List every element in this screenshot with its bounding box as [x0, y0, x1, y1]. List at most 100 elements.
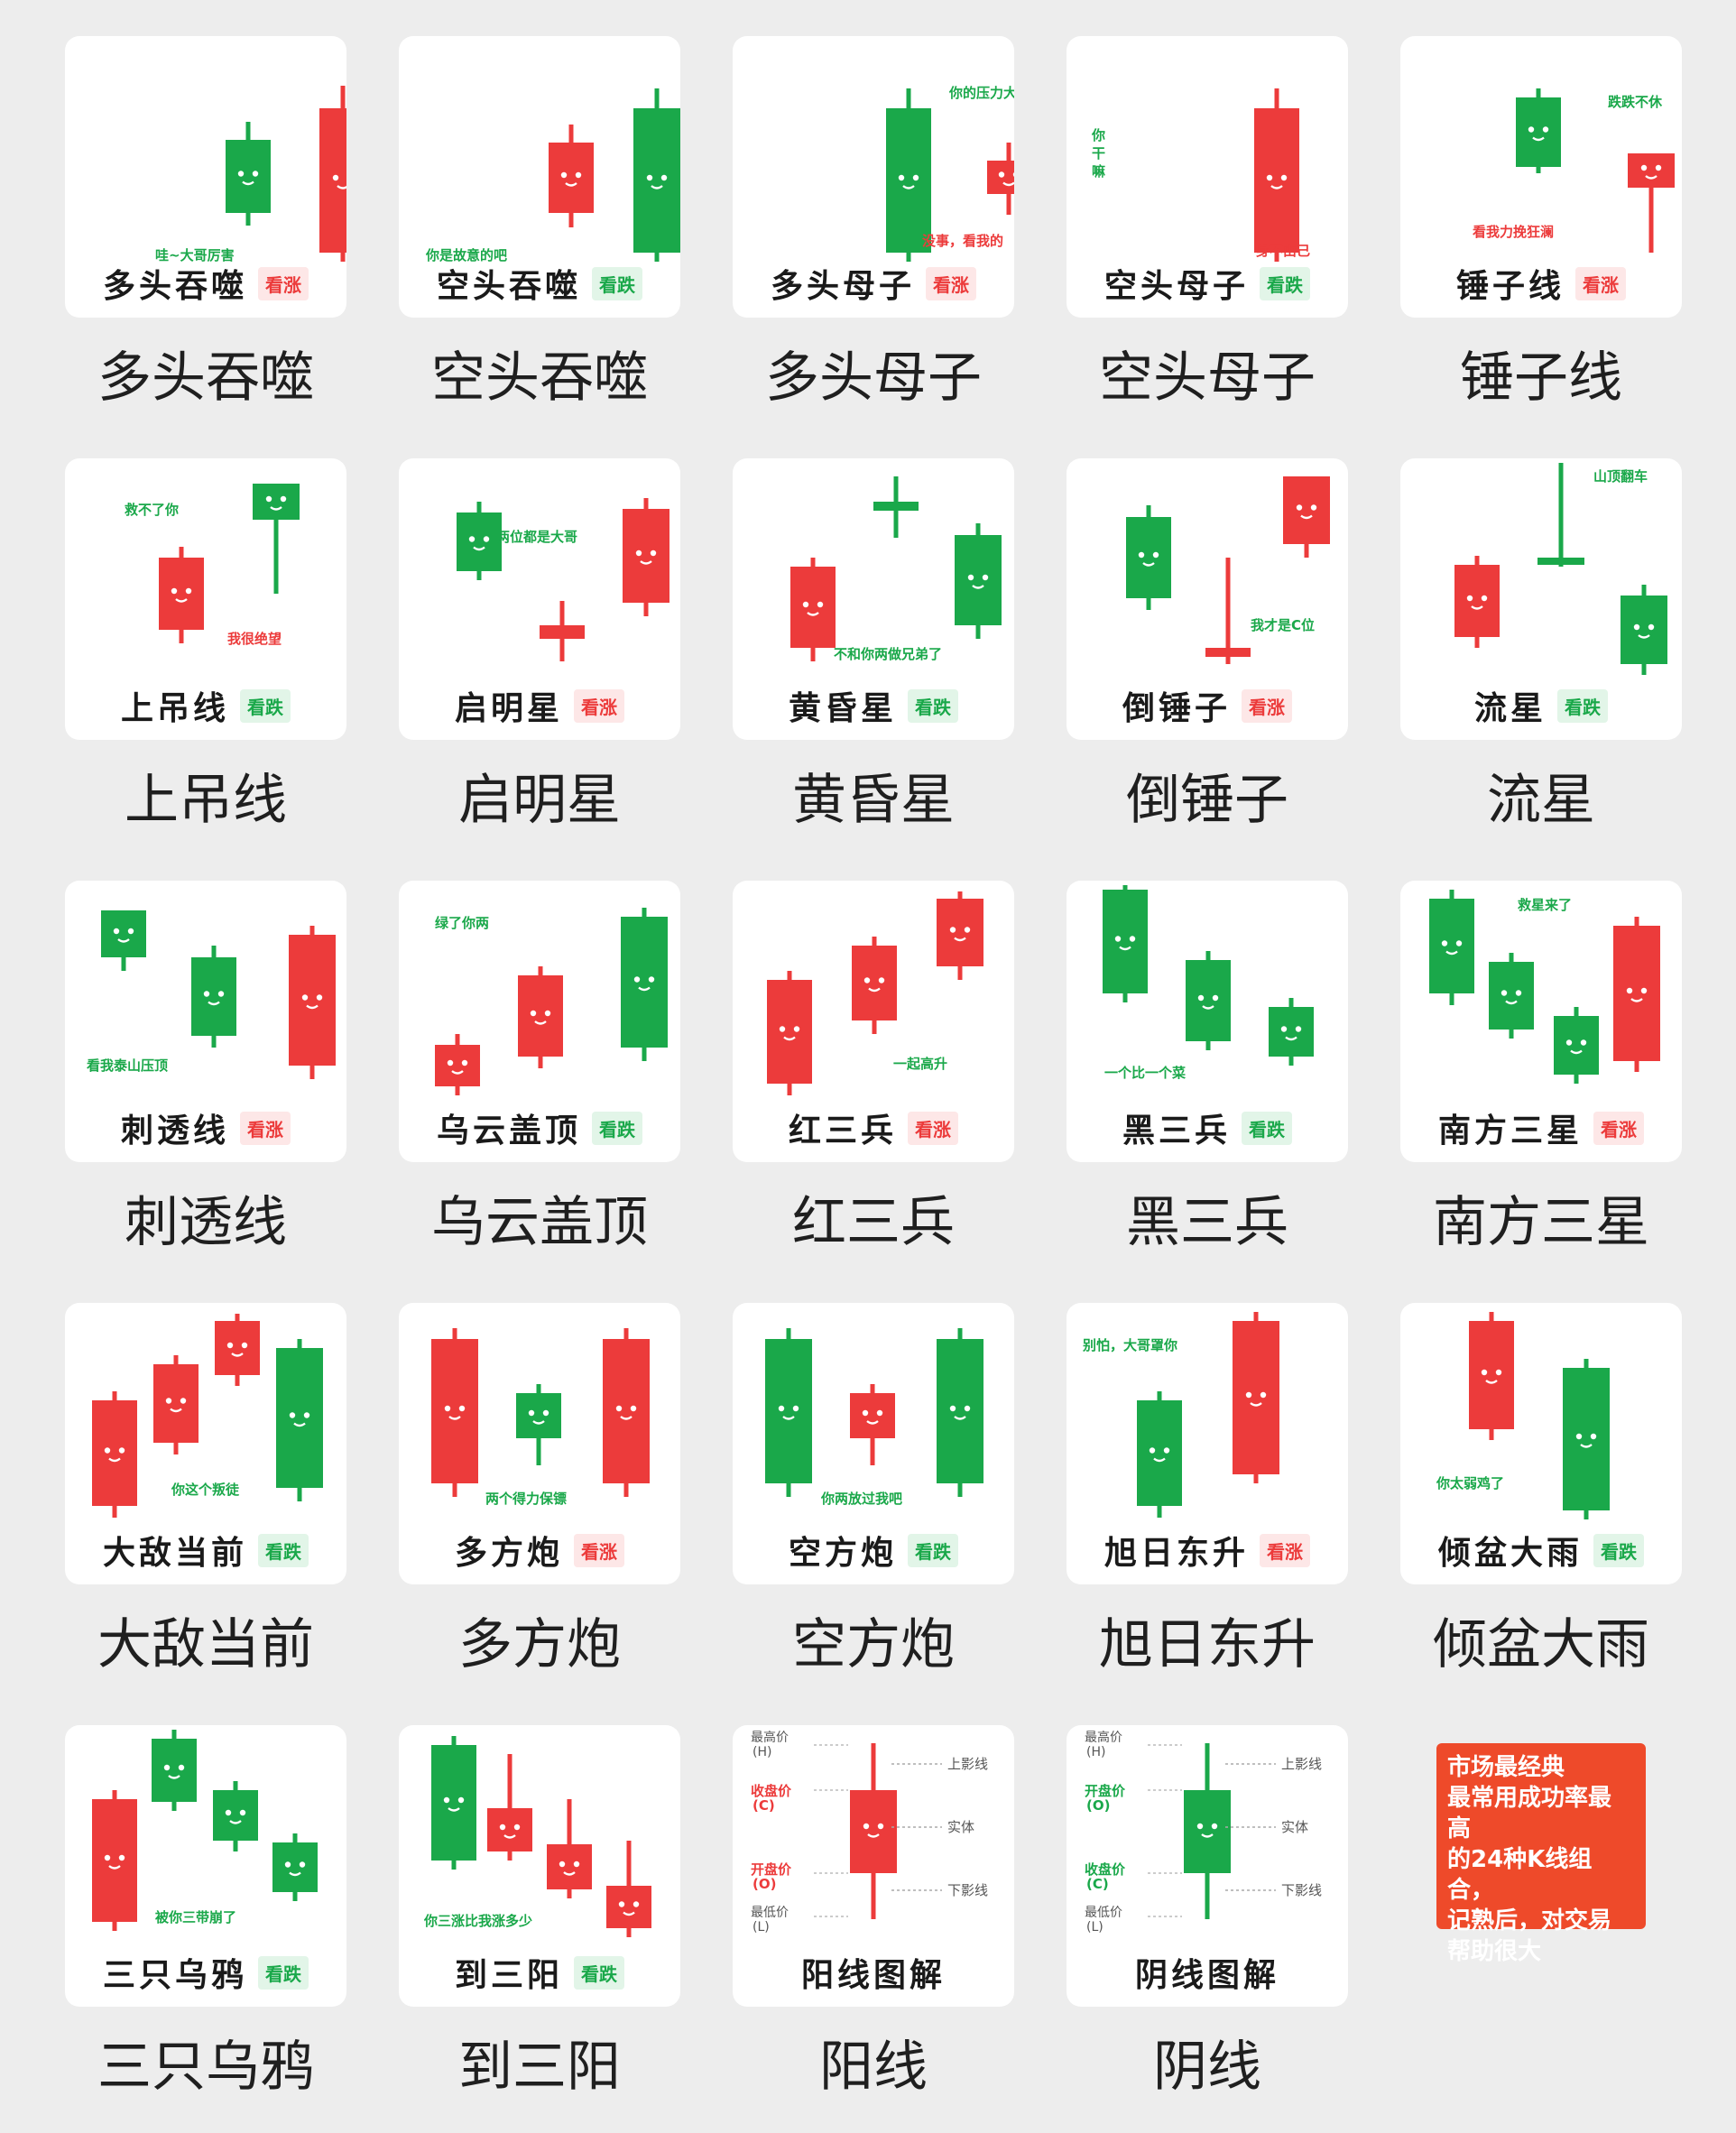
candle-body	[1489, 962, 1534, 1030]
trend-badge: 看跌	[258, 1956, 309, 1990]
candlestick-illustration: 我才是C位	[1067, 458, 1348, 684]
face-eye	[631, 1406, 636, 1411]
pattern-caption: 黄昏星	[733, 756, 1014, 835]
pattern-title: 多方炮	[455, 1527, 563, 1574]
candle-body	[549, 143, 594, 213]
pattern-name-row: 刺透线 看涨	[65, 1108, 346, 1148]
face-eye	[633, 1901, 639, 1907]
candle-body	[431, 1745, 476, 1861]
candle-body	[606, 1886, 651, 1928]
candle-body	[1233, 1321, 1279, 1474]
face-eye	[290, 1412, 295, 1417]
diagram-label: 上影线	[947, 1756, 988, 1772]
candlestick-illustration: 救不了你我很绝望	[65, 458, 346, 684]
candle-body	[852, 946, 897, 1020]
face-eye	[1482, 596, 1487, 601]
face-eye	[531, 1011, 536, 1016]
pattern-card: 山顶翻车 流星 看跌	[1400, 458, 1682, 740]
face-eye	[226, 1810, 231, 1815]
trend-badge: 看涨	[926, 267, 976, 300]
face-eye	[1311, 504, 1316, 510]
pattern-name-row: 黄昏星 看跌	[733, 686, 1014, 725]
diagram-label: 最高价	[751, 1730, 789, 1745]
trend-badge: 看跌	[908, 689, 958, 723]
face-eye	[179, 1765, 184, 1770]
pattern-caption: 旭日东升	[1067, 1601, 1348, 1679]
face-eye	[1281, 1026, 1287, 1031]
face-eye	[1297, 504, 1302, 510]
face-eye	[965, 927, 970, 932]
face-eye	[1528, 126, 1534, 132]
face-eye	[1482, 1370, 1487, 1375]
pattern-caption: 倒锤子	[1067, 756, 1348, 835]
face-eye	[968, 575, 974, 580]
candle-body	[435, 1045, 480, 1086]
pattern-caption: 阳线	[733, 2023, 1014, 2101]
candle-body	[621, 917, 668, 1048]
candlestick-illustration: 跌跌不休看我力挽狂澜	[1400, 36, 1682, 262]
pattern-title: 旭日东升	[1104, 1527, 1249, 1574]
face-eye	[899, 175, 904, 180]
pattern-caption: 南方三星	[1400, 1178, 1682, 1257]
face-eye	[651, 550, 656, 556]
face-eye	[1442, 940, 1447, 946]
pattern-caption: 到三阳	[399, 2023, 680, 2101]
face-eye	[965, 1406, 970, 1411]
pattern-title: 上吊线	[121, 682, 229, 729]
speech-note: 别怕，大哥罩你	[1082, 1337, 1177, 1353]
face-eye	[266, 496, 272, 502]
candle-body	[1563, 1368, 1610, 1510]
pattern-caption: 空头母子	[1067, 334, 1348, 412]
pattern-title: 黑三兵	[1122, 1104, 1231, 1151]
candle-body	[1554, 1016, 1599, 1075]
candlestick-illustration: 一个比一个菜	[1067, 881, 1348, 1106]
summary-line: 的24种K线组	[1447, 1844, 1635, 1875]
candlestick-illustration: 两个得力保镖	[399, 1303, 680, 1528]
pattern-name-row: 倒锤子 看涨	[1067, 686, 1348, 725]
face-eye	[559, 1861, 565, 1867]
face-eye	[164, 1765, 170, 1770]
pattern-name-row: 阳线图解	[733, 1953, 1014, 1992]
pattern-name-row: 空头吞噬 看跌	[399, 263, 680, 303]
face-eye	[469, 536, 475, 541]
face-eye	[166, 1398, 171, 1403]
summary-line: 市场最经典	[1447, 1752, 1635, 1783]
face-eye	[448, 1060, 453, 1066]
pattern-card: 我才是C位 倒锤子 看涨	[1067, 458, 1348, 740]
face-eye	[649, 976, 654, 982]
pattern-title: 倾盆大雨	[1438, 1527, 1583, 1574]
candlestick-illustration: 别怕，大哥罩你	[1067, 1303, 1348, 1528]
pattern-caption: 乌云盖顶	[399, 1178, 680, 1257]
candle-body	[850, 1393, 895, 1438]
speech-note: 你	[1091, 127, 1105, 143]
candle-body	[159, 558, 204, 630]
pattern-name-row: 到三阳 看跌	[399, 1953, 680, 1992]
candle-body	[92, 1400, 137, 1506]
pattern-card: 一起高升 红三兵 看涨	[733, 881, 1014, 1162]
candle-body	[623, 509, 669, 603]
candle-body	[1269, 1007, 1314, 1057]
face-eye	[636, 550, 642, 556]
face-eye	[574, 1861, 579, 1867]
speech-note: 山顶翻车	[1593, 468, 1648, 485]
candle-body	[516, 1393, 561, 1438]
diagram-label: 下影线	[947, 1882, 988, 1898]
pattern-name-row: 旭日东升 看涨	[1067, 1530, 1348, 1570]
pattern-title: 多头母子	[771, 260, 915, 307]
face-eye	[1496, 1370, 1501, 1375]
candle-body	[767, 980, 812, 1084]
face-eye	[999, 171, 1004, 177]
pattern-card: 你两放过我吧 空方炮 看跌	[733, 1303, 1014, 1584]
candle-body	[873, 502, 919, 511]
pattern-card: 被你三带崩了 三只乌鸦 看跌	[65, 1725, 346, 2007]
face-eye	[1213, 995, 1218, 1001]
face-eye	[281, 496, 286, 502]
candle-body	[1454, 565, 1500, 637]
face-eye	[300, 1861, 305, 1867]
pattern-title: 红三兵	[789, 1104, 897, 1151]
candle-body	[1537, 558, 1584, 565]
pattern-title: 空头母子	[1104, 260, 1249, 307]
diagram-label: (C)	[1086, 1876, 1109, 1892]
face-eye	[304, 1412, 309, 1417]
face-eye	[1267, 175, 1272, 180]
